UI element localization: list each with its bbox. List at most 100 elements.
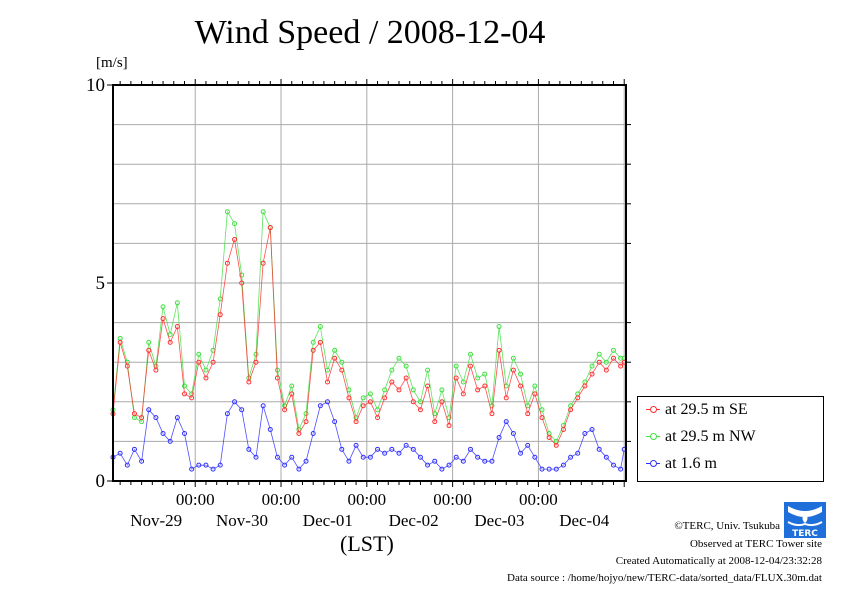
data-point [267, 225, 273, 231]
data-point [610, 462, 616, 468]
data-point [167, 438, 173, 444]
data-point [546, 466, 552, 472]
data-point [532, 391, 538, 397]
data-point [460, 379, 466, 385]
data-point [575, 450, 581, 456]
data-point [432, 458, 438, 464]
x-tick-time-label: 00:00 [176, 490, 215, 509]
data-point [303, 458, 309, 464]
data-point [210, 466, 216, 472]
x-tick-date-label: Dec-01 [303, 511, 353, 530]
series-0 [110, 225, 627, 448]
data-point [518, 383, 524, 389]
data-point [317, 324, 323, 330]
legend-label-nw: at 29.5 m NW [665, 428, 756, 445]
data-point [310, 430, 316, 436]
data-point [196, 462, 202, 468]
data-point [367, 399, 373, 405]
data-point [146, 347, 152, 353]
data-point [396, 387, 402, 393]
legend-marker-se-icon [646, 405, 660, 415]
data-point [582, 383, 588, 389]
data-point [324, 379, 330, 385]
observed-text: Observed at TERC Tower site [689, 538, 822, 550]
data-point [339, 446, 345, 452]
data-point [560, 462, 566, 468]
legend-item-nw: at 29.5 m NW [646, 428, 756, 446]
x-axis-ticks: 00:00Nov-2900:00Nov-3000:00Dec-0100:00De… [119, 79, 625, 530]
data-point [189, 395, 195, 401]
data-point [510, 367, 516, 373]
data-point [324, 367, 330, 373]
data-point [203, 367, 209, 373]
data-point [267, 427, 273, 433]
data-point [453, 454, 459, 460]
data-point [582, 430, 588, 436]
data-point [332, 419, 338, 425]
data-point [382, 395, 388, 401]
data-point [403, 363, 409, 369]
data-point [181, 391, 187, 397]
data-point [196, 359, 202, 365]
terc-logo-graphic: TERC [787, 506, 823, 539]
data-point [217, 312, 223, 318]
data-point [289, 391, 295, 397]
data-point [224, 260, 230, 266]
grid-lines [113, 85, 626, 481]
data-point [560, 427, 566, 433]
data-point [332, 355, 338, 361]
data-point [339, 359, 345, 365]
data-point [589, 427, 595, 433]
data-point [146, 407, 152, 413]
data-point [432, 419, 438, 425]
data-point [131, 446, 137, 452]
data-point [382, 450, 388, 456]
data-point [446, 423, 452, 429]
data-point [496, 347, 502, 353]
data-point [539, 415, 545, 421]
data-point [568, 454, 574, 460]
data-point [396, 450, 402, 456]
data-point [310, 339, 316, 345]
data-point [117, 339, 123, 345]
data-point [189, 466, 195, 472]
legend-label-1-6m: at 1.6 m [665, 455, 717, 472]
data-point [353, 419, 359, 425]
legend-marker-nw-icon [646, 432, 660, 442]
legend-marker-1-6m-icon [646, 459, 660, 469]
data-point [217, 462, 223, 468]
data-point [525, 411, 531, 417]
data-point [532, 454, 538, 460]
data-point [174, 300, 180, 306]
series-line [112, 401, 625, 470]
data-point [367, 391, 373, 397]
data-point [282, 462, 288, 468]
data-point [296, 430, 302, 436]
data-point [453, 363, 459, 369]
data-point [217, 296, 223, 302]
data-point [503, 395, 509, 401]
data-point [425, 383, 431, 389]
data-point [389, 446, 395, 452]
data-point [410, 387, 416, 393]
data-point [196, 351, 202, 357]
data-point [232, 236, 238, 242]
x-tick-time-label: 00:00 [347, 490, 386, 509]
data-point [260, 209, 266, 215]
data-point [117, 450, 123, 456]
data-point [239, 280, 245, 286]
data-point [274, 375, 280, 381]
series-group [110, 209, 627, 472]
data-point [139, 415, 145, 421]
x-tick-date-label: Nov-29 [130, 511, 182, 530]
data-point [603, 454, 609, 460]
data-point [439, 399, 445, 405]
data-point [439, 466, 445, 472]
data-point [117, 335, 123, 341]
data-point [382, 387, 388, 393]
data-point [253, 351, 259, 357]
data-point [346, 395, 352, 401]
x-axis-label: (LST) [340, 531, 394, 556]
x-tick-date-label: Dec-02 [389, 511, 439, 530]
data-point [289, 383, 295, 389]
